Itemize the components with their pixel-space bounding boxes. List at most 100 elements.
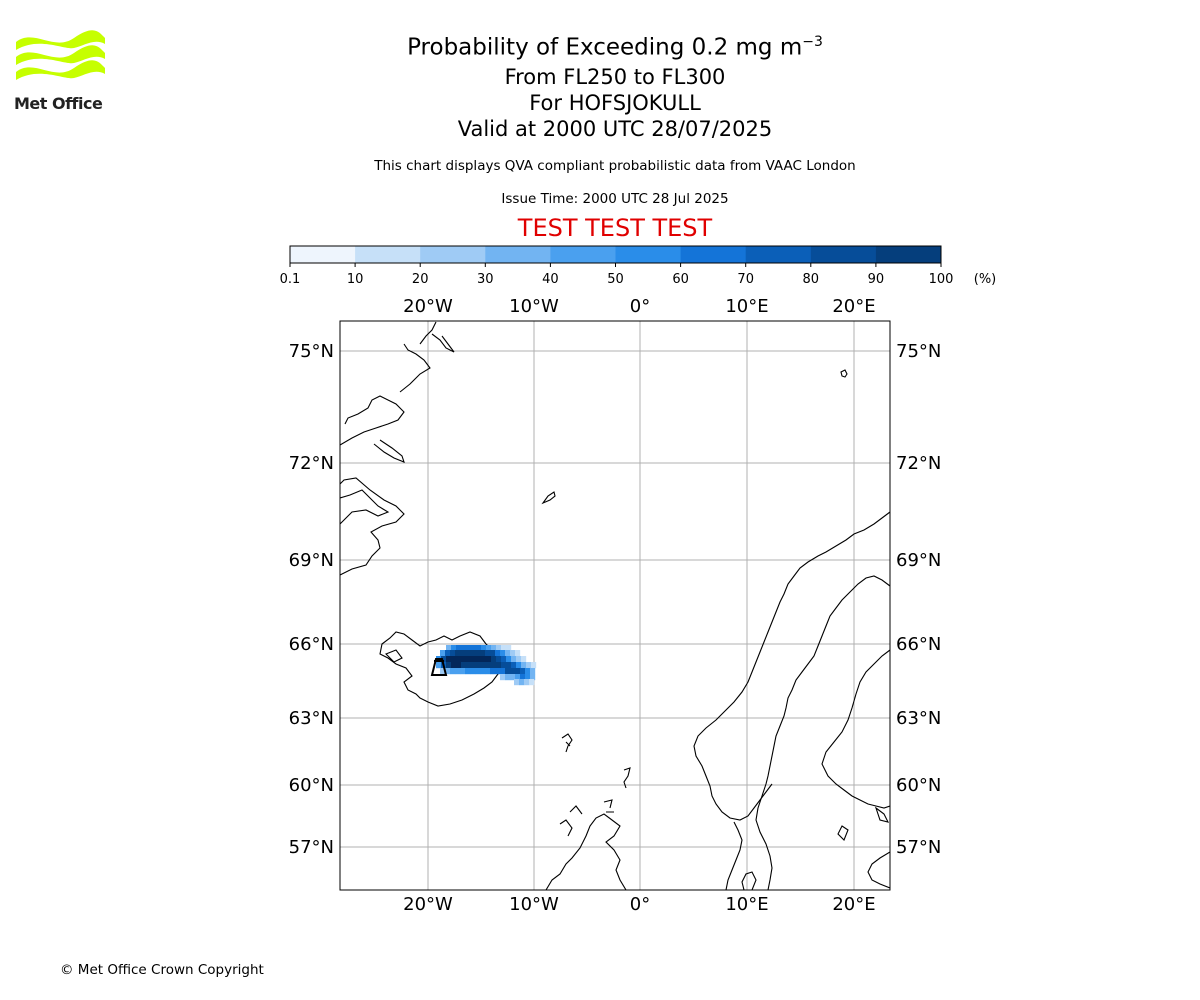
volcano-marker-hofsjokull (430, 658, 448, 676)
plume-cell (511, 662, 517, 669)
plume-cell (471, 656, 477, 663)
lat-label-right: 57°N (896, 837, 941, 858)
plume-cell (460, 668, 466, 675)
plume-cell (531, 662, 537, 669)
plume-cell (510, 674, 516, 681)
plume-cell (490, 668, 496, 675)
ash-probability-plume (436, 645, 537, 686)
lon-label-top: 10°E (725, 296, 768, 317)
plume-cell (519, 679, 525, 686)
plume-cell (441, 656, 447, 663)
title-line-probability: Probability of Exceeding 0.2 mg m−3 (340, 26, 890, 64)
plume-cell (515, 650, 521, 657)
plume-cell (440, 668, 446, 675)
lat-label-left: 69°N (289, 550, 334, 571)
plume-cell (446, 645, 452, 652)
plume-cell (436, 662, 442, 669)
lat-label-right: 69°N (896, 550, 941, 571)
title-line-volcano: For HOFSJOKULL (529, 90, 701, 115)
coast-sweden (725, 783, 773, 890)
lat-label-left: 60°N (289, 775, 334, 796)
plume-cell (510, 650, 516, 657)
plume-cell (510, 668, 516, 675)
plume-cell (445, 668, 451, 675)
copyright-notice: © Met Office Crown Copyright (60, 962, 264, 978)
title-line-flight-levels: From FL250 to FL300 (504, 64, 726, 89)
plume-cell (471, 645, 477, 652)
plume-cell (451, 656, 457, 663)
plume-cell (496, 662, 502, 669)
lat-label-left: 66°N (289, 634, 334, 655)
plume-cell (475, 650, 481, 657)
plume-cell (506, 656, 512, 663)
lat-label-left: 57°N (289, 837, 334, 858)
issue-time: Issue Time: 2000 UTC 28 Jul 2025 (501, 191, 729, 207)
plume-cell (501, 662, 507, 669)
plume-cell (481, 645, 487, 652)
plume-cell (465, 668, 471, 675)
plume-cell (480, 650, 486, 657)
coast-denmark (741, 871, 757, 890)
lat-label-left: 75°N (289, 341, 334, 362)
plume-cell (501, 656, 507, 663)
plume-cell (500, 668, 506, 675)
plume-cell (466, 662, 472, 669)
plume-cell (461, 656, 467, 663)
chart-title: Probability of Exceeding 0.2 mg m−3 From… (340, 26, 890, 142)
plume-cell (495, 650, 501, 657)
logo-wordmark: Met Office (14, 94, 103, 113)
plume-cell (461, 645, 467, 652)
plume-cell (486, 645, 492, 652)
plume-cell (491, 645, 497, 652)
plume-cell (505, 674, 511, 681)
met-office-logo: Met Office (14, 30, 110, 113)
plume-cell (471, 662, 477, 669)
plume-cell (476, 662, 482, 669)
plume-cell (496, 656, 502, 663)
title-unit-exponent: −3 (802, 34, 823, 50)
lat-label-left: 72°N (289, 453, 334, 474)
plume-cell (520, 674, 526, 681)
plume-cell (451, 645, 457, 652)
plume-cell (470, 668, 476, 675)
map-frame (339, 320, 891, 891)
title-line-valid-time: Valid at 2000 UTC 28/07/2025 (457, 116, 773, 141)
coast-greenland (340, 321, 455, 576)
plume-cell (524, 679, 530, 686)
plume-cell (480, 668, 486, 675)
coast-iceland (379, 631, 505, 707)
plume-cell (516, 656, 522, 663)
met-office-waves-icon (16, 30, 105, 80)
lon-label-top: 0° (630, 296, 650, 317)
plume-cell (470, 650, 476, 657)
plume-cell (505, 650, 511, 657)
lat-label-left: 63°N (289, 708, 334, 729)
map-coastlines (340, 321, 890, 890)
plume-cell (486, 662, 492, 669)
plume-cell (521, 656, 527, 663)
plume-cell (514, 679, 520, 686)
lon-label-bottom: 20°W (403, 894, 453, 915)
plume-cell (491, 662, 497, 669)
plume-cell (455, 668, 461, 675)
coast-baltic-islands (837, 806, 890, 841)
plume-cell (456, 656, 462, 663)
coast-faroes (561, 733, 573, 753)
plume-cell (461, 662, 467, 669)
lat-label-right: 72°N (896, 453, 941, 474)
plume-cell (530, 674, 536, 681)
plume-cell (466, 656, 472, 663)
plume-cell (500, 650, 506, 657)
plume-cell (526, 662, 532, 669)
lon-label-bottom: 10°E (725, 894, 768, 915)
plume-cell (466, 645, 472, 652)
plume-cell (506, 645, 512, 652)
plume-cell (460, 650, 466, 657)
coast-bothnia (821, 649, 890, 809)
coast-estonia (867, 851, 890, 889)
title-main-text: Probability of Exceeding 0.2 mg m (407, 34, 803, 61)
plume-cell (506, 662, 512, 669)
plume-cell (490, 650, 496, 657)
coast-bear-island (840, 369, 848, 378)
